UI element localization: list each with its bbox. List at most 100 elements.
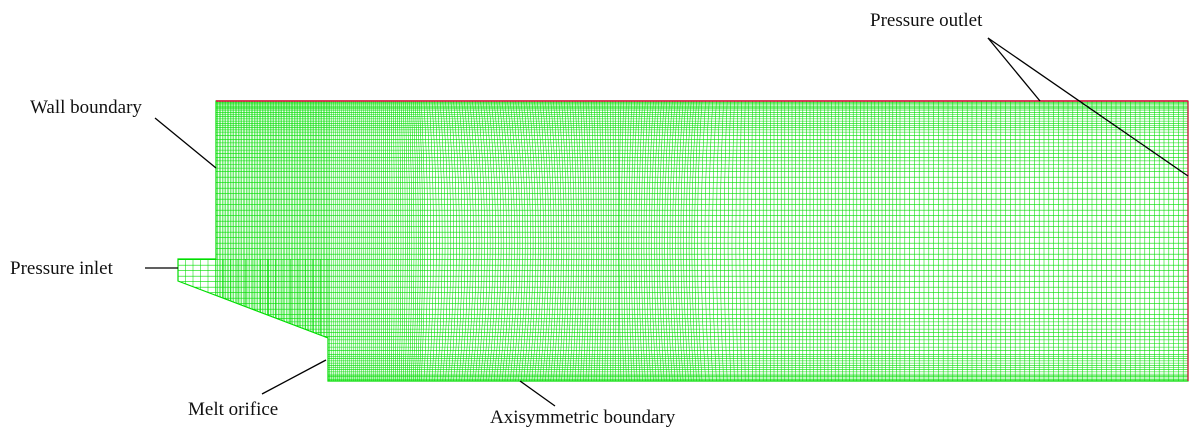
- mesh-line: [461, 101, 469, 381]
- mesh-line: [412, 101, 417, 381]
- axisymmetric-boundary-label: Axisymmetric boundary: [490, 407, 676, 428]
- mesh-line: [474, 101, 483, 381]
- mesh-line: [574, 101, 580, 381]
- mesh-line: [386, 101, 389, 381]
- mesh-line: [493, 101, 502, 381]
- mesh-line: [751, 101, 753, 381]
- mesh-line: [585, 101, 590, 381]
- mesh-line: [633, 101, 638, 381]
- mesh-line: [408, 101, 413, 381]
- mesh-grid: [178, 101, 1188, 381]
- mesh-line: [700, 101, 706, 381]
- mesh-line: [518, 101, 526, 381]
- mesh-line: [426, 101, 431, 381]
- mesh-line: [384, 101, 386, 381]
- mesh-line: [580, 101, 585, 381]
- mesh-line: [723, 101, 728, 381]
- mesh-line: [450, 101, 457, 381]
- mesh-line: [406, 101, 410, 381]
- mesh-line: [429, 101, 434, 381]
- mesh-line: [499, 101, 507, 381]
- leader-pressure-outlet-top: [987, 37, 1041, 102]
- mesh-line: [442, 101, 449, 381]
- mesh-line: [566, 101, 572, 381]
- mesh-line: [507, 101, 515, 381]
- mesh-line: [390, 101, 393, 381]
- mesh-line: [720, 101, 724, 381]
- mesh-line: [394, 101, 397, 381]
- mesh-line: [534, 101, 542, 381]
- mesh-line: [591, 101, 595, 381]
- mesh-line: [631, 101, 635, 381]
- mesh-line: [416, 101, 421, 381]
- mesh-line: [496, 101, 505, 381]
- mesh-line: [542, 101, 549, 381]
- melt-orifice-label: Melt orifice: [188, 399, 279, 420]
- leader-lines: [145, 37, 1189, 407]
- mesh-line: [669, 101, 676, 381]
- mesh-line: [537, 101, 544, 381]
- mesh-line: [664, 101, 670, 381]
- mesh-line: [697, 101, 703, 381]
- mesh-line: [512, 101, 521, 381]
- mesh-line: [691, 101, 697, 381]
- mesh-line: [531, 101, 539, 381]
- mesh-line: [491, 101, 499, 381]
- mesh-line: [708, 101, 714, 381]
- mesh-line: [488, 101, 496, 381]
- mesh-line: [582, 101, 587, 381]
- mesh-line: [434, 101, 440, 381]
- mesh-line: [593, 101, 597, 381]
- mesh-line: [675, 101, 681, 381]
- mesh-line: [555, 101, 562, 381]
- mesh-line: [659, 101, 665, 381]
- mesh-line: [604, 101, 607, 381]
- leader-pressure-outlet-side: [987, 37, 1189, 177]
- mesh-line: [504, 101, 513, 381]
- mesh-line: [621, 101, 624, 381]
- mesh-line: [612, 101, 614, 381]
- leader-axisymmetric-boundary: [519, 380, 556, 407]
- mesh-line: [439, 101, 446, 381]
- mesh-line: [520, 101, 529, 381]
- mesh-line: [515, 101, 523, 381]
- mesh-line: [569, 101, 575, 381]
- mesh-line: [466, 101, 474, 381]
- mesh-line: [683, 101, 689, 381]
- mesh-line: [607, 101, 609, 381]
- mesh-line: [704, 101, 710, 381]
- mesh-line: [445, 101, 452, 381]
- mesh-line: [609, 101, 612, 381]
- mesh-line: [523, 101, 531, 381]
- pressure-inlet-label: Pressure inlet: [10, 258, 113, 279]
- mesh-line: [539, 101, 547, 381]
- mesh-line: [453, 101, 460, 381]
- mesh-line: [402, 101, 406, 381]
- mesh-line: [618, 101, 622, 381]
- mesh-line: [447, 101, 454, 381]
- mesh-line: [404, 101, 408, 381]
- mesh-line: [437, 101, 443, 381]
- mesh-line: [431, 101, 437, 381]
- mesh-line: [423, 101, 428, 381]
- mesh-line: [464, 101, 471, 381]
- mesh-line: [558, 101, 565, 381]
- wall-boundary-label: Wall boundary: [30, 97, 142, 118]
- mesh-line: [456, 101, 463, 381]
- mesh-line: [510, 101, 518, 381]
- mesh-line: [712, 101, 717, 381]
- leader-wall-boundary: [154, 117, 217, 169]
- mesh-line: [638, 101, 643, 381]
- mesh-line: [469, 101, 477, 381]
- mesh-line: [599, 101, 602, 381]
- mesh-line: [677, 101, 684, 381]
- mesh-line: [414, 101, 419, 381]
- mesh-line: [483, 101, 491, 381]
- mesh-line: [528, 101, 536, 381]
- mesh-line: [561, 101, 567, 381]
- mesh-line: [398, 101, 402, 381]
- mesh-line: [410, 101, 415, 381]
- mesh-line: [501, 101, 510, 381]
- mesh-line: [588, 101, 592, 381]
- leader-melt-orifice: [261, 359, 327, 395]
